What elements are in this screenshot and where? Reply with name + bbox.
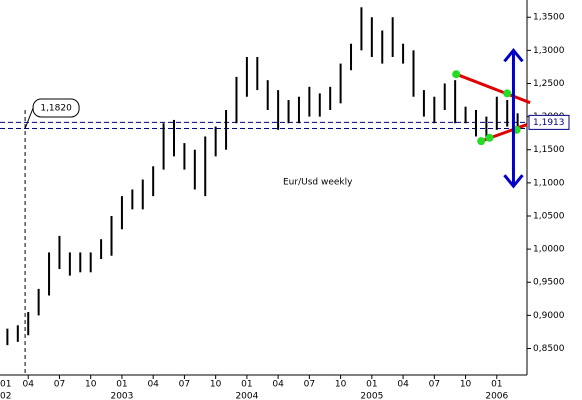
x-tick-label: 07 <box>304 380 315 390</box>
y-tick-label: 1,1000 <box>533 178 565 188</box>
x-tick-label: 01 <box>366 380 377 390</box>
x-tick-label: 01 <box>116 380 127 390</box>
price-label: 1,1913 <box>533 118 565 128</box>
x-tick-label: 04 <box>147 380 159 390</box>
x-tick-label: 07 <box>179 380 190 390</box>
x-tick-label: 04 <box>272 380 284 390</box>
year-label: 2005 <box>360 392 383 400</box>
callout-box <box>32 98 80 118</box>
x-tick-label: 10 <box>85 380 97 390</box>
y-tick-label: 1,2500 <box>533 79 565 89</box>
x-tick-label: 04 <box>397 380 409 390</box>
callout-leader <box>24 107 34 129</box>
y-tick-label: 1,0500 <box>533 211 565 221</box>
x-tick-label: 01 <box>241 380 252 390</box>
y-tick-label: 1,3000 <box>533 46 565 56</box>
y-tick-label: 1,0000 <box>533 245 565 255</box>
x-tick-label: 07 <box>54 380 65 390</box>
annotation: Eur/Usd weekly <box>283 178 353 188</box>
pivot-point <box>485 133 494 142</box>
y-tick-label: 1,1500 <box>533 145 565 155</box>
x-tick-label: 01 <box>0 380 11 390</box>
y-tick-label: 0,8500 <box>533 344 565 354</box>
x-tick-label: 10 <box>460 380 472 390</box>
year-label: 2004 <box>235 392 258 400</box>
trend-line <box>455 72 531 105</box>
x-tick-label: 07 <box>429 380 440 390</box>
year-label: 2006 <box>485 392 508 400</box>
y-tick-label: 0,9000 <box>533 311 565 321</box>
x-tick-label: 01 <box>491 380 502 390</box>
price-box <box>528 114 570 130</box>
year-label: 02 <box>0 392 11 400</box>
arrow-head-down <box>503 174 524 189</box>
y-tick-label: 0,9500 <box>533 278 565 288</box>
pivot-point <box>452 70 461 79</box>
pivot-point <box>477 137 486 146</box>
arrow-head-up <box>503 47 524 63</box>
callout-label: 1,1820 <box>40 104 72 114</box>
y-tick-label: 1,3500 <box>533 13 565 23</box>
year-label: 2003 <box>110 392 133 400</box>
x-tick-label: 10 <box>335 380 347 390</box>
x-tick-label: 04 <box>22 380 34 390</box>
pivot-point <box>503 89 512 98</box>
x-tick-label: 10 <box>210 380 222 390</box>
